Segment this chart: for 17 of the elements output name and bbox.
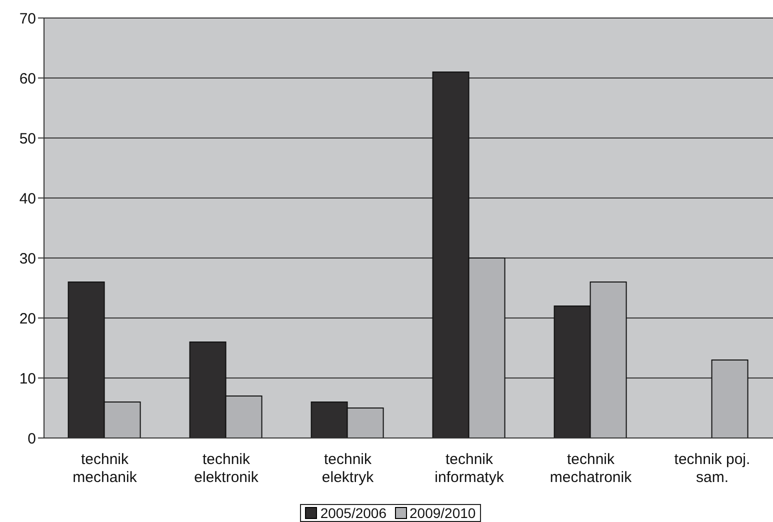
x-tick-label: technik informatyk — [434, 451, 504, 486]
y-tick-label: 70 — [19, 10, 36, 28]
x-tick-label: technik poj. sam. — [674, 451, 750, 486]
x-tick-label: technik mechanik — [72, 451, 138, 486]
x-tick-label: technik mechatronik — [550, 451, 632, 486]
y-tick-label: 50 — [19, 130, 36, 148]
y-tick-label: 20 — [19, 310, 36, 328]
y-tick-label: 60 — [19, 70, 36, 88]
y-tick-label: 30 — [19, 250, 36, 268]
y-tick-label: 10 — [19, 370, 36, 388]
legend-label: 2005/2006 — [319, 505, 386, 521]
x-tick-label: technik elektronik — [194, 451, 259, 486]
legend-label: 2009/2010 — [408, 505, 476, 521]
y-tick-label: 0 — [28, 430, 36, 448]
bar — [711, 360, 748, 438]
x-tick-label: technik elektryk — [322, 451, 374, 486]
y-tick-label: 40 — [19, 190, 36, 208]
